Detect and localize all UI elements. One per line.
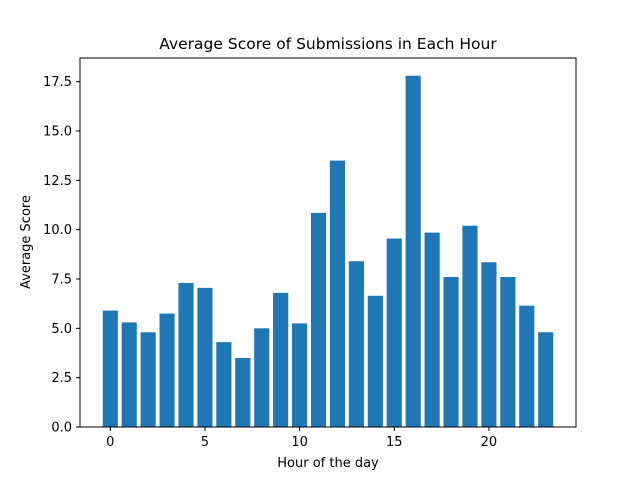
bar-hour-23 bbox=[538, 332, 554, 427]
y-tick-label: 0.0 bbox=[51, 421, 72, 436]
bar-hour-19 bbox=[462, 225, 478, 427]
y-tick-label: 2.5 bbox=[51, 371, 72, 386]
bar-hour-20 bbox=[481, 262, 497, 427]
bar-hour-16 bbox=[405, 75, 421, 427]
bar-hour-5 bbox=[197, 287, 213, 427]
x-tick-label: 20 bbox=[481, 435, 498, 450]
y-axis-ticks: 0.0 2.5 5.0 7.5 10.0 12.5 15.0 17.5 bbox=[43, 75, 80, 436]
bar-hour-14 bbox=[367, 295, 383, 427]
x-axis-label: Hour of the day bbox=[277, 456, 379, 471]
plot-frame bbox=[79, 57, 577, 428]
bar-hour-2 bbox=[140, 332, 156, 427]
bar-hour-4 bbox=[178, 282, 194, 427]
x-tick-label: 5 bbox=[201, 435, 209, 450]
x-tick-label: 10 bbox=[291, 435, 308, 450]
y-tick-label: 5.0 bbox=[51, 322, 72, 337]
x-tick-label: 15 bbox=[386, 435, 403, 450]
bar-hour-7 bbox=[235, 357, 251, 427]
bar-hour-13 bbox=[348, 261, 364, 427]
y-tick-label: 12.5 bbox=[43, 174, 72, 189]
y-tick-label: 7.5 bbox=[51, 273, 72, 288]
bar-hour-15 bbox=[386, 238, 402, 427]
bar-hour-9 bbox=[273, 292, 289, 427]
chart-title: Average Score of Submissions in Each Hou… bbox=[159, 35, 497, 53]
x-tick-label: 0 bbox=[106, 435, 114, 450]
bar-hour-17 bbox=[424, 232, 440, 427]
bar-hour-1 bbox=[121, 322, 137, 427]
y-tick-label: 15.0 bbox=[43, 125, 72, 140]
bar-hour-8 bbox=[254, 328, 270, 427]
x-axis-ticks: 0 5 10 15 20 bbox=[106, 427, 497, 450]
bar-hour-22 bbox=[519, 305, 535, 427]
bar-hour-11 bbox=[310, 212, 327, 427]
bars-group bbox=[102, 75, 554, 427]
bar-hour-18 bbox=[443, 277, 459, 427]
bar-hour-21 bbox=[500, 277, 516, 427]
bar-hour-6 bbox=[216, 342, 232, 427]
bar-hour-0 bbox=[102, 310, 118, 427]
bar-hour-3 bbox=[159, 313, 175, 427]
y-tick-label: 10.0 bbox=[43, 223, 72, 238]
y-tick-label: 17.5 bbox=[43, 75, 72, 90]
y-axis-label: Average Score bbox=[19, 195, 34, 289]
bar-hour-10 bbox=[292, 323, 308, 427]
bar-hour-12 bbox=[329, 160, 346, 427]
